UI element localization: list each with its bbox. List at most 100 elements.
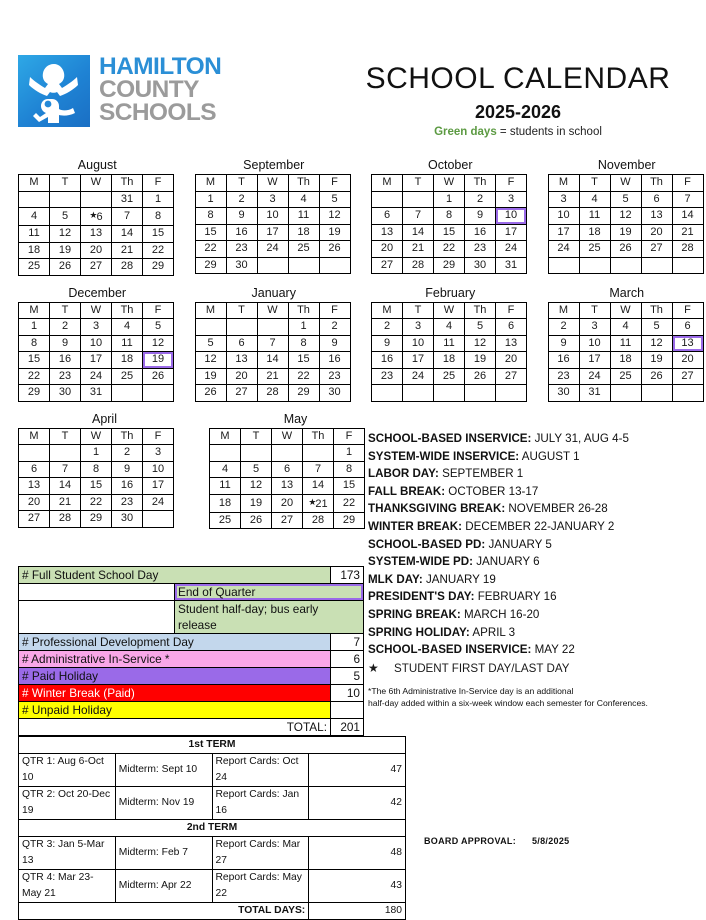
day-cell-2: 2	[49, 318, 81, 336]
count-value: 5	[330, 667, 364, 685]
day-cell-6: 6	[671, 318, 704, 336]
day-number: 9	[331, 336, 338, 349]
day-number: 23	[380, 369, 394, 382]
day-cell-empty	[609, 384, 642, 402]
week-row	[371, 384, 527, 402]
day-number: 5	[207, 336, 214, 349]
day-cell-3: 3	[402, 318, 434, 336]
day-number: 6	[653, 192, 660, 205]
day-number: 10	[266, 209, 279, 222]
day-number: 29	[151, 260, 165, 273]
day-cell-20: 20	[371, 240, 403, 258]
day-cell-17: 17	[578, 351, 611, 369]
weekday-header-t: T	[225, 301, 258, 319]
day-cell-20: 20	[80, 241, 112, 259]
day-number: 30	[120, 512, 134, 525]
day-number: 12	[619, 209, 632, 222]
day-number: 25	[120, 369, 134, 382]
day-number: 28	[681, 242, 694, 255]
day-cell-7: 7	[49, 460, 81, 478]
day-number: 29	[442, 258, 456, 271]
week-row: 23 24 25 26 27	[547, 367, 704, 385]
week-row: 8 9 10 11 12	[194, 207, 351, 225]
day-number: 21	[315, 497, 328, 510]
term-report-cards: Report Cards: Jan 16	[211, 786, 310, 820]
day-cell-24: 24	[80, 367, 112, 385]
day-cell-17: 17	[80, 351, 112, 369]
day-cell-29: 29	[333, 511, 365, 529]
day-cell-5: 5	[464, 318, 496, 336]
day-cell-11: 11	[287, 207, 320, 225]
day-cell-17: 17	[402, 351, 434, 369]
day-number: 28	[266, 386, 279, 399]
month-row-2: December M T W Th F 1 2 3 4 5 8 9 10 11 12 15 16 17 18 19 22 2…	[0, 286, 706, 412]
legend-key-list: SCHOOL-BASED INSERVICE: JULY 31, AUG 4-5…	[368, 430, 706, 710]
day-cell-5: 5	[142, 318, 174, 336]
weekday-header-th: Th	[302, 427, 334, 445]
day-cell-28: 28	[49, 510, 81, 528]
term-report-cards: Report Cards: May 22	[211, 869, 310, 903]
month-february: February M T W Th F 2 3 4 5 6 9 10 11 12 13 16 17 18 19 20 23…	[371, 286, 530, 402]
green-days-word: Green days	[434, 126, 497, 138]
day-cell-15: 15	[333, 477, 365, 495]
week-row: 1 2 3 4 5	[18, 318, 174, 336]
day-cell-8: 8	[433, 207, 465, 225]
counts-total-value: 201	[330, 718, 364, 736]
day-cell-8: 8	[80, 460, 112, 478]
day-cell-27: 27	[371, 256, 403, 274]
day-cell-12: 12	[142, 334, 174, 352]
day-cell-empty	[194, 318, 227, 336]
count-label: # Professional Development Day	[18, 633, 331, 651]
month-title: January	[251, 285, 296, 300]
day-number: 18	[619, 353, 632, 366]
day-cell-10: 10	[578, 334, 611, 352]
day-cell-empty	[302, 444, 334, 462]
term-quarter-range: QTR 4: Mar 23-May 21	[18, 869, 116, 903]
day-cell-9: 9	[464, 207, 496, 225]
day-number: 16	[235, 225, 248, 238]
day-number: 4	[123, 320, 131, 333]
day-cell-empty	[142, 384, 174, 402]
term-header-row: 1st TERM	[18, 736, 406, 754]
count-value: 173	[330, 566, 364, 584]
week-row: 13 14 15 16 17	[371, 223, 527, 241]
day-cell-2: 2	[225, 190, 258, 208]
month-grid: M T W Th F 3 4 5 6 7 10 11 12 13 14 17 18 19 20 21 24 25 26 27 2…	[547, 174, 704, 274]
day-cell-27: 27	[640, 240, 673, 258]
day-cell-empty	[318, 256, 351, 274]
day-number: 13	[504, 336, 518, 349]
day-number: 2	[476, 192, 484, 205]
day-cell-16: 16	[225, 223, 258, 241]
week-row: 2 3 4 5 6	[371, 318, 527, 336]
day-cell-empty	[80, 190, 112, 208]
day-number: 14	[681, 209, 694, 222]
term-day-count: 43	[308, 869, 406, 903]
weekday-header-w: W	[80, 174, 112, 192]
day-number: 8	[300, 336, 307, 349]
weekday-header-w: W	[271, 427, 303, 445]
week-row: 1 2 3	[371, 190, 527, 208]
day-cell-9: 9	[49, 334, 81, 352]
day-cell-14: 14	[302, 477, 334, 495]
day-cell-24: 24	[547, 240, 580, 258]
day-cell-1: 1	[194, 190, 227, 208]
day-cell-21: 21	[671, 223, 704, 241]
weekday-header-m: M	[194, 301, 227, 319]
day-cell-15: 15	[287, 351, 320, 369]
day-number: 20	[650, 225, 663, 238]
legend-entry: SYSTEM-WIDE PD: JANUARY 6	[368, 553, 706, 571]
day-cell-13: 13	[80, 225, 112, 243]
day-cell-7: 7	[302, 460, 334, 478]
month-grid: M T W Th F 1 2 3 6 7 8 9 10 13 14 15 16 17 20 21 22 23 24 27 28 2…	[371, 174, 527, 274]
day-number: 12	[473, 336, 487, 349]
weekday-header-f: F	[333, 427, 365, 445]
day-cell-31: 31	[495, 256, 527, 274]
day-cell-7: 7	[402, 207, 434, 225]
day-number: 24	[266, 242, 279, 255]
legend-entry-value: APRIL 3	[469, 625, 516, 639]
day-number: 23	[120, 495, 134, 508]
day-number: 7	[314, 462, 322, 475]
logo-line-hamilton: HAMILTON	[99, 53, 222, 80]
weekday-header-f: F	[495, 174, 527, 192]
spacer-cell	[18, 600, 175, 634]
